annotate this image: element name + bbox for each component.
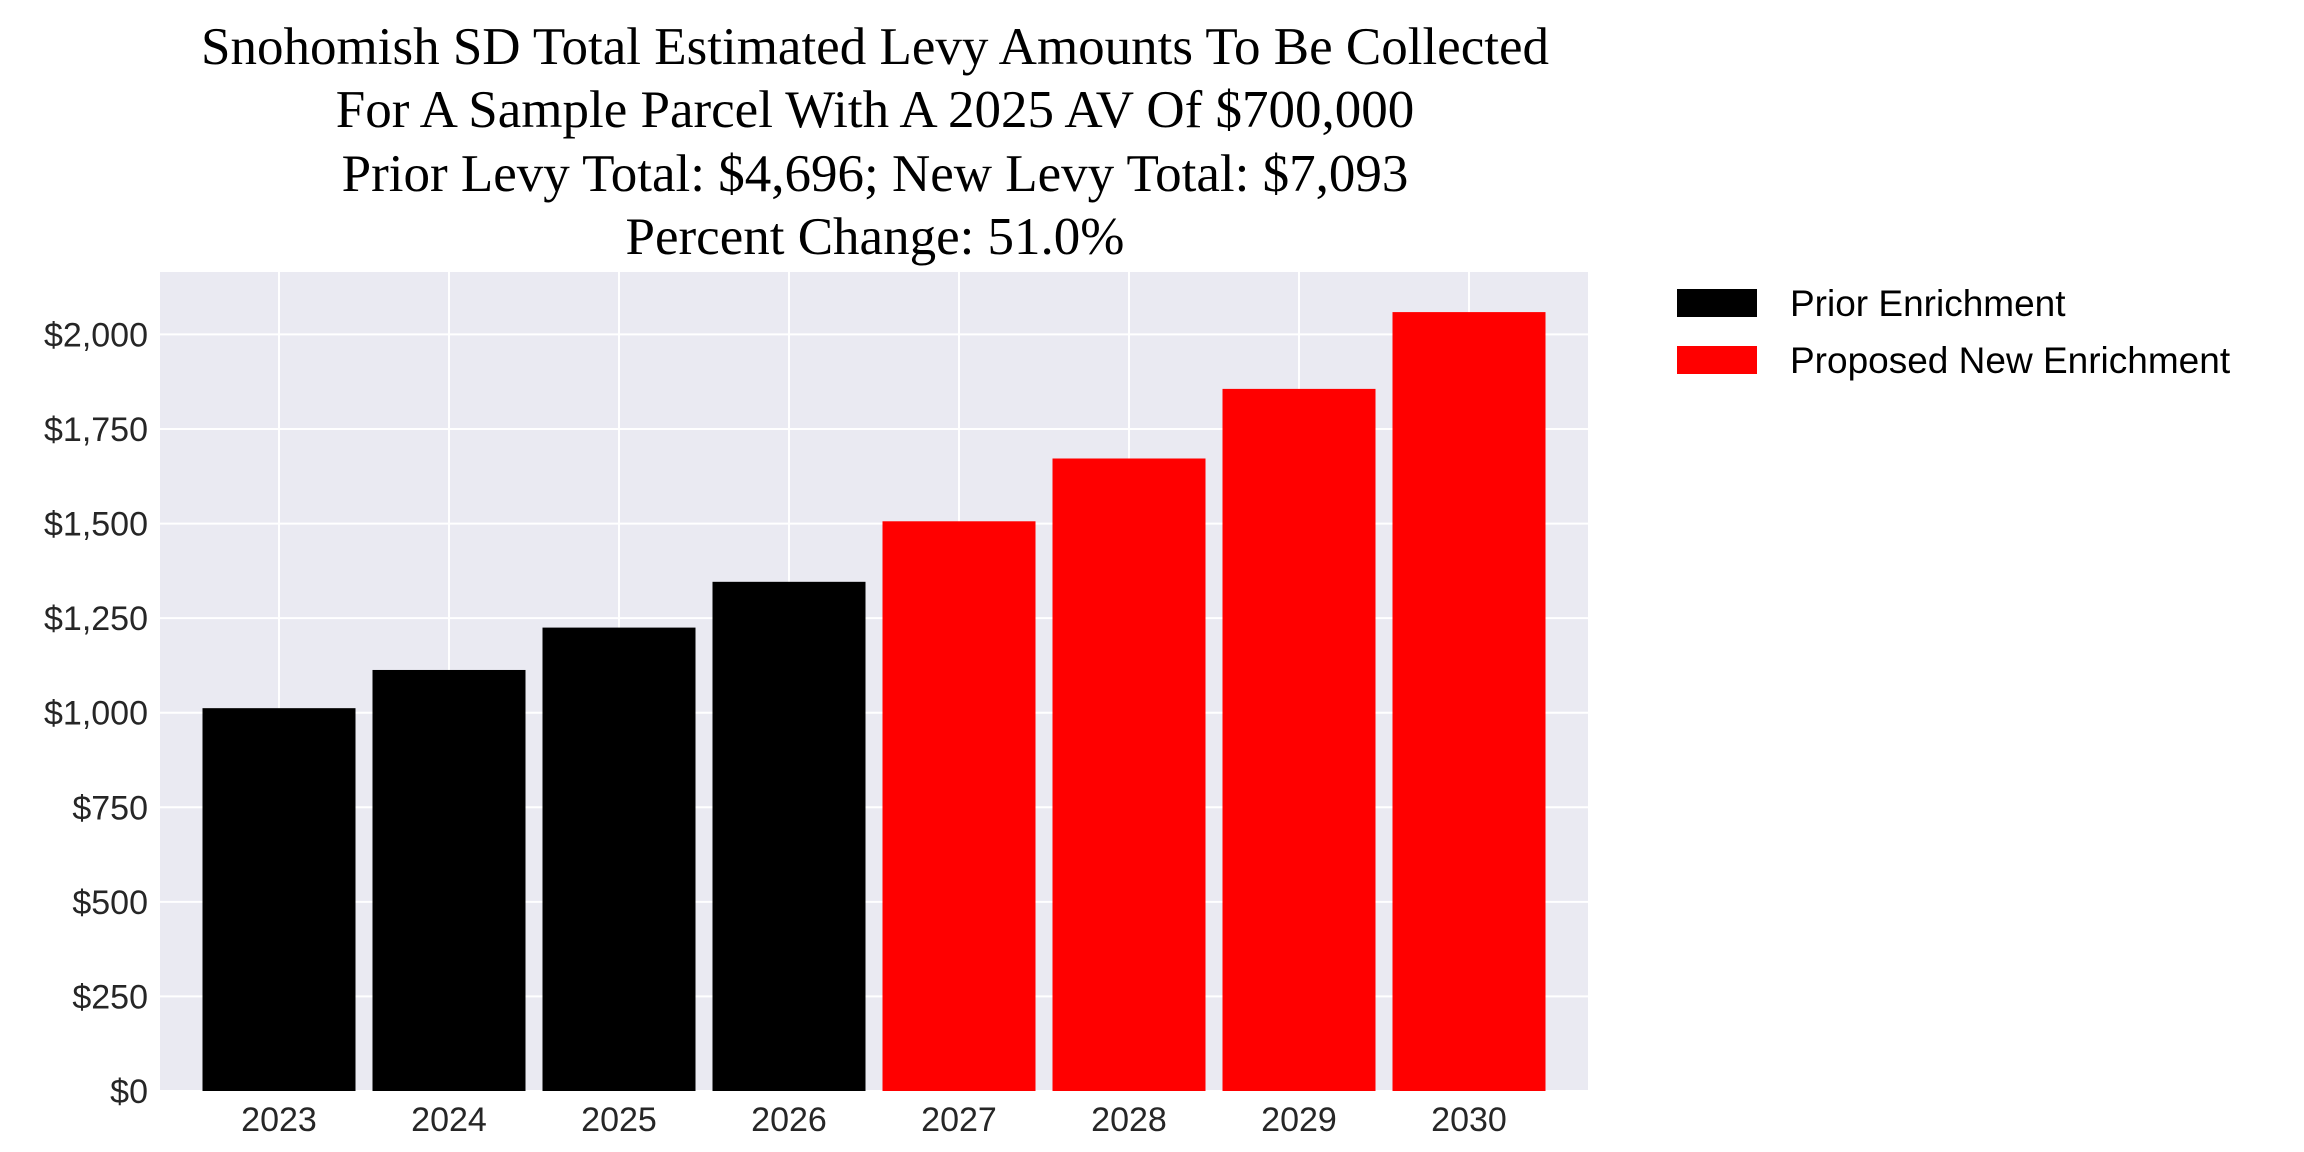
x-axis-ticks: 2023 2024 2025 2026 2027 2028 2029 2030 bbox=[241, 1101, 1507, 1139]
bar-2028 bbox=[1052, 458, 1206, 1092]
title-line-2: For A Sample Parcel With A 2025 AV Of $7… bbox=[336, 81, 1415, 139]
title-line-4: Percent Change: 51.0% bbox=[626, 208, 1125, 266]
bar-2025 bbox=[542, 627, 696, 1091]
y-tick-label: $0 bbox=[110, 1073, 148, 1111]
bars bbox=[202, 312, 1546, 1092]
bar-2026 bbox=[712, 581, 866, 1091]
y-tick-label: $1,250 bbox=[44, 600, 148, 638]
x-tick-label: 2024 bbox=[411, 1101, 487, 1139]
bar-2024 bbox=[372, 669, 526, 1091]
x-tick-label: 2027 bbox=[921, 1101, 997, 1139]
x-tick-label: 2023 bbox=[241, 1101, 317, 1139]
y-tick-label: $1,750 bbox=[44, 411, 148, 449]
x-tick-label: 2028 bbox=[1091, 1101, 1167, 1139]
title-line-1: Snohomish SD Total Estimated Levy Amount… bbox=[201, 18, 1549, 76]
y-axis-ticks: $0 $250 $500 $750 $1,000 $1,250 $1,500 $1,750 $2… bbox=[44, 316, 148, 1111]
bar-2023 bbox=[202, 708, 356, 1091]
bar-2030 bbox=[1392, 312, 1546, 1091]
x-tick-label: 2030 bbox=[1431, 1101, 1507, 1139]
x-tick-label: 2025 bbox=[581, 1101, 657, 1139]
legend-swatch-new bbox=[1677, 346, 1757, 374]
y-tick-label: $1,000 bbox=[44, 695, 148, 733]
y-tick-label: $750 bbox=[72, 789, 148, 827]
bar-2029 bbox=[1222, 388, 1376, 1091]
legend-label-prior: Prior Enrichment bbox=[1790, 283, 2066, 324]
legend-swatch-prior bbox=[1677, 289, 1757, 317]
legend: Prior Enrichment Proposed New Enrichment bbox=[1677, 283, 2231, 381]
y-tick-label: $1,500 bbox=[44, 506, 148, 544]
title-line-3: Prior Levy Total: $4,696; New Levy Total… bbox=[342, 145, 1409, 203]
x-tick-label: 2029 bbox=[1261, 1101, 1337, 1139]
y-tick-label: $2,000 bbox=[44, 316, 148, 354]
y-tick-label: $250 bbox=[72, 978, 148, 1016]
x-tick-label: 2026 bbox=[751, 1101, 827, 1139]
bar-2027 bbox=[882, 521, 1036, 1091]
y-tick-label: $500 bbox=[72, 884, 148, 922]
legend-label-new: Proposed New Enrichment bbox=[1790, 340, 2231, 381]
chart-title: Snohomish SD Total Estimated Levy Amount… bbox=[201, 18, 1549, 266]
